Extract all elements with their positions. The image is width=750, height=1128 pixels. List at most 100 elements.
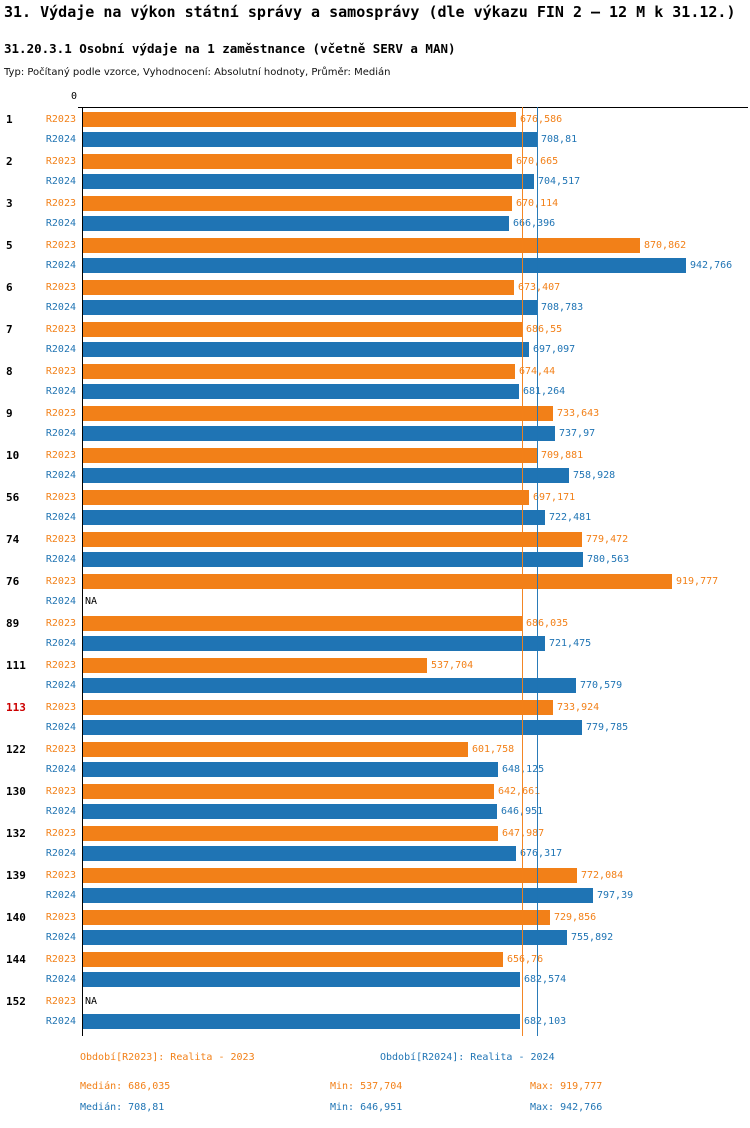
bar-row: R2024 682,103 [0,1014,750,1029]
value-label: 709,881 [541,450,584,461]
category-id-label: 113 [6,701,26,714]
median-line-r2024 [537,107,538,1036]
category-group: 56 R2023 697,171 R2024 722,481 [0,490,750,525]
bar-row: 152 R2023 NA [0,994,750,1009]
bar-row: R2024 780,563 [0,552,750,567]
category-id-label: 130 [6,785,26,798]
bar-r2024 [83,804,497,819]
category-id-label: 2 [6,155,13,168]
value-label: 733,643 [557,408,600,419]
bar-track: NA [83,594,750,609]
category-group: 144 R2023 656,76 R2024 682,574 [0,952,750,987]
bar-track: 733,924 [83,700,750,715]
bar-r2023 [83,952,503,967]
bar-row: 8 R2023 674,44 [0,364,750,379]
na-label: NA [85,996,98,1007]
value-label: 708,783 [541,302,584,313]
bar-r2024 [83,762,498,777]
bar-row: R2024 708,783 [0,300,750,315]
category-id-label: 122 [6,743,26,756]
value-label: 673,407 [518,282,561,293]
bar-r2023 [83,406,553,421]
category-id-label: 56 [6,491,20,504]
na-label: NA [85,596,98,607]
series-label-r2023: R2023 [45,492,76,503]
value-label: 686,035 [526,618,569,629]
bar-r2024 [83,930,567,945]
bar-track: 919,777 [83,574,750,589]
axis-left-line [82,107,83,1036]
max-value-r2024: Max: 942,766 [530,1102,603,1113]
page-title: 31. Výdaje na výkon státní správy a samo… [4,3,736,21]
category-group: 130 R2023 642,661 R2024 646,951 [0,784,750,819]
bar-r2024 [83,384,519,399]
bar-row: R2024 704,517 [0,174,750,189]
bar-r2024 [83,426,555,441]
category-id-label: 10 [6,449,20,462]
value-label: 758,928 [573,470,616,481]
category-id-label: 74 [6,533,20,546]
series-label-r2024: R2024 [45,974,76,985]
bar-row: 89 R2023 686,035 [0,616,750,631]
series-label-r2023: R2023 [45,954,76,965]
bar-r2024 [83,216,509,231]
category-group: 132 R2023 647,987 R2024 676,317 [0,826,750,861]
bar-track: 737,97 [83,426,750,441]
value-label: 681,264 [523,386,566,397]
bar-r2024 [83,636,545,651]
bar-track: 676,317 [83,846,750,861]
bar-track: 758,928 [83,468,750,483]
bar-r2024 [83,258,686,273]
stats-row-r2024: Medián: 708,81 Min: 646,951 Max: 942,766 [0,1102,750,1116]
series-label-r2024: R2024 [45,302,76,313]
bar-row: R2024 666,396 [0,216,750,231]
value-label: 648,125 [502,764,545,775]
bar-r2023 [83,532,582,547]
bar-row: 122 R2023 601,758 [0,742,750,757]
value-label: 772,084 [581,870,624,881]
bar-row: 6 R2023 673,407 [0,280,750,295]
category-id-label: 7 [6,323,13,336]
bar-r2023 [83,448,537,463]
bar-row: 74 R2023 779,472 [0,532,750,547]
legend-item-r2024: Období[R2024]: Realita - 2024 [380,1052,555,1063]
bar-track: 647,987 [83,826,750,841]
series-label-r2023: R2023 [45,114,76,125]
category-group: 6 R2023 673,407 R2024 708,783 [0,280,750,315]
bar-row: 111 R2023 537,704 [0,658,750,673]
bar-row: R2024 779,785 [0,720,750,735]
category-group: 89 R2023 686,035 R2024 721,475 [0,616,750,651]
bar-r2024 [83,1014,520,1029]
series-label-r2024: R2024 [45,764,76,775]
category-id-label: 1 [6,113,13,126]
category-group: 139 R2023 772,084 R2024 797,39 [0,868,750,903]
series-label-r2023: R2023 [45,828,76,839]
bar-row: R2024 770,579 [0,678,750,693]
bar-r2023 [83,238,640,253]
median-line-r2023 [522,107,523,1036]
bar-chart: 1 R2023 676,586 R2024 708,81 2 R2023 670,665 R20… [0,112,750,1036]
bar-row: R2024 708,81 [0,132,750,147]
bar-track: 666,396 [83,216,750,231]
series-label-r2023: R2023 [45,534,76,545]
value-label: 704,517 [538,176,581,187]
bar-r2024 [83,510,545,525]
bar-row: R2024 721,475 [0,636,750,651]
value-label: 721,475 [549,638,592,649]
series-label-r2024: R2024 [45,512,76,523]
value-label: 722,481 [549,512,592,523]
bar-row: R2024 758,928 [0,468,750,483]
bar-r2024 [83,846,516,861]
series-label-r2024: R2024 [45,386,76,397]
series-label-r2023: R2023 [45,996,76,1007]
series-label-r2023: R2023 [45,282,76,293]
bar-row: 3 R2023 670,114 [0,196,750,211]
bar-track: 733,643 [83,406,750,421]
value-label: 682,103 [524,1016,567,1027]
bar-track: 681,264 [83,384,750,399]
bar-r2023 [83,154,512,169]
bar-r2024 [83,888,593,903]
value-label: 733,924 [557,702,600,713]
bar-track: 674,44 [83,364,750,379]
bar-track: 682,103 [83,1014,750,1029]
